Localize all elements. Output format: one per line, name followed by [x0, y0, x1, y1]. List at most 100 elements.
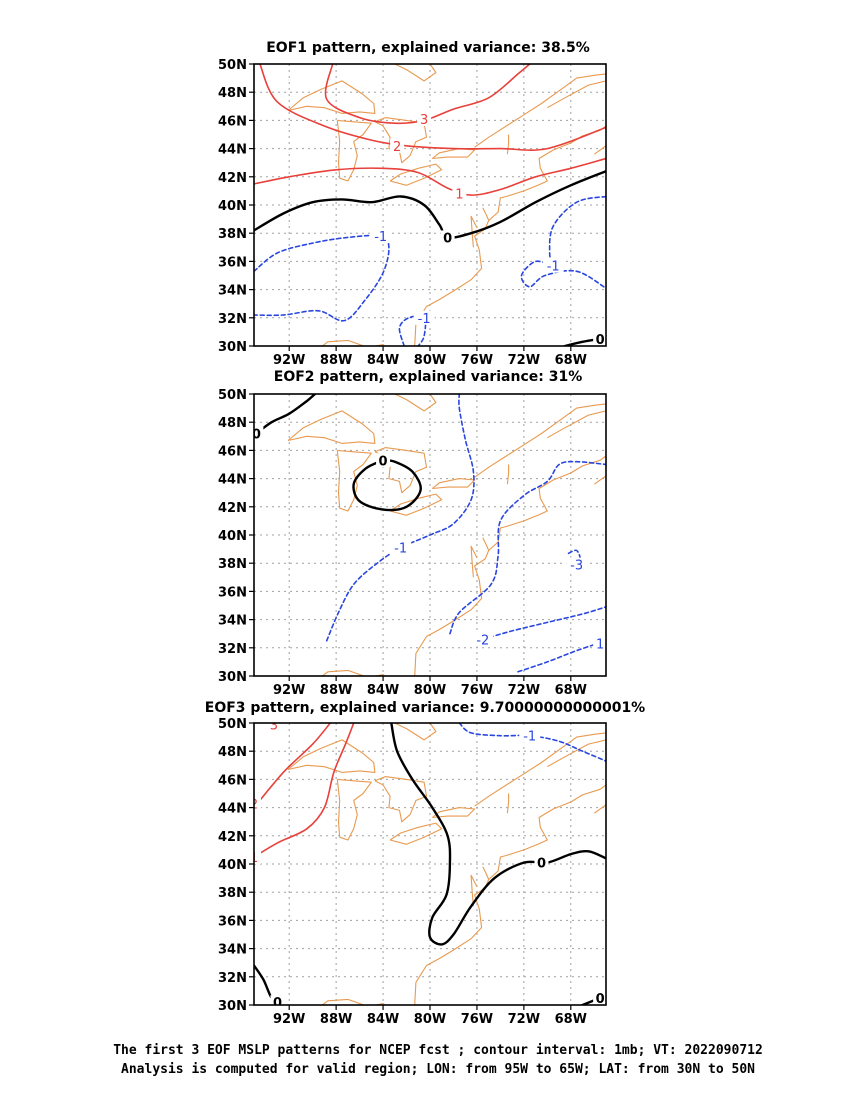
contour-label-bg — [254, 849, 261, 864]
y-tick-label: 42N — [218, 171, 247, 186]
contour-label: -1 — [374, 230, 387, 245]
contour-label-bg — [266, 723, 281, 732]
y-tick-label: 46N — [218, 114, 247, 129]
contour-label: 0 — [252, 427, 261, 442]
y-tick-label: 34N — [218, 614, 247, 629]
contour-line — [517, 640, 606, 673]
contour-label: -3 — [570, 559, 583, 574]
coastline-lake-huron — [374, 117, 428, 164]
caption-line-1: The first 3 EOF MSLP patterns for NCEP f… — [113, 1043, 763, 1058]
contour-label-bg — [534, 855, 549, 870]
y-tick-label: 42N — [218, 830, 247, 845]
coastline-chesapeake — [470, 874, 478, 907]
coastline-lake-michigan — [336, 119, 372, 182]
contour-line — [449, 460, 606, 635]
contour-label: -1 — [394, 542, 407, 557]
coastlines — [287, 64, 606, 346]
map-layers: 3 2 1 0 -1 -1 -1 0 — [254, 64, 606, 348]
y-tick-label: 40N — [218, 529, 247, 544]
y-tick-label: 36N — [218, 585, 247, 600]
x-tick-label: 92W — [273, 1012, 305, 1027]
y-tick-label: 50N — [218, 717, 247, 732]
contour-line — [254, 234, 390, 322]
x-tick-label: 72W — [508, 1012, 540, 1027]
axis-ticks: 92W 88W 84W 80W 76W 72W 68W 30N 32N 34N 36N 38N 40N 4… — [218, 717, 587, 1027]
coastline-shoreline — [321, 339, 386, 346]
x-tick-label: 76W — [461, 1012, 493, 1027]
coastline-lake-ontario — [431, 148, 476, 160]
contour-label: 0 — [596, 333, 605, 348]
coastlines — [287, 723, 606, 1005]
contour-labels: 3 2 1 0 -1 -1 -1 0 — [370, 111, 606, 348]
y-tick-label: 50N — [218, 388, 247, 403]
coastline-delaware — [482, 207, 490, 221]
coastline-st-lawrence-south — [547, 80, 606, 109]
x-tick-label: 76W — [461, 353, 493, 368]
contour-label-bg — [519, 728, 541, 743]
coastline-st-lawrence-south — [547, 410, 606, 439]
contour-label-bg — [593, 636, 606, 651]
coastline-hudson-bay-edge — [394, 723, 437, 741]
x-tick-label: 80W — [414, 1012, 446, 1027]
contour-label: 2 — [393, 140, 401, 155]
coastline-nova-scotia — [593, 793, 606, 814]
coastline-lake-champlain — [506, 464, 510, 485]
coastline-lake-ontario — [431, 478, 476, 490]
contour-label: 0 — [273, 996, 282, 1011]
contour-label-bg — [390, 138, 405, 153]
y-tick-label: 48N — [218, 86, 247, 101]
contour-label-bg — [452, 186, 467, 201]
axis-ticks: 92W 88W 84W 80W 76W 72W 68W 30N 32N 34N 36N 38N 40N 4… — [218, 58, 587, 368]
y-tick-label: 42N — [218, 501, 247, 516]
contour-line — [254, 723, 332, 809]
contours — [254, 64, 606, 346]
coastline-hudson-bay-edge — [394, 394, 437, 412]
coastline-st-lawrence — [474, 73, 606, 148]
y-tick-label: 48N — [218, 416, 247, 431]
contour-line — [254, 157, 606, 196]
coastline-nova-scotia — [593, 134, 606, 155]
coastline-st-lawrence — [474, 403, 606, 478]
contour-label-bg — [376, 453, 391, 468]
y-tick-label: 30N — [218, 340, 247, 355]
coastline-lake-champlain — [506, 134, 510, 155]
map-layers: 3 2 1 -1 0 0 0 — [254, 723, 606, 1011]
contour-label-bg — [593, 331, 606, 346]
coastline-atlantic — [414, 784, 606, 1005]
axis-ticks: 92W 88W 84W 80W 76W 72W 68W 30N 32N 34N 36N 38N 40N 4… — [218, 388, 587, 698]
coastline-st-lawrence — [474, 732, 606, 807]
y-tick-label: 32N — [218, 642, 247, 657]
coastline-atlantic — [414, 455, 606, 676]
contour-label: 0 — [537, 857, 546, 872]
coastline-lake-huron — [374, 447, 428, 494]
coastline-lake-superior — [287, 410, 376, 444]
x-tick-label: 72W — [508, 683, 540, 698]
contour-label-bg — [254, 796, 261, 811]
coastline-lake-erie — [389, 163, 443, 186]
coastlines — [287, 394, 606, 676]
contour-label-bg — [390, 540, 412, 555]
caption-line-2: Analysis is computed for valid region; L… — [121, 1062, 755, 1077]
x-tick-label: 72W — [508, 353, 540, 368]
contour-line — [352, 459, 422, 512]
x-tick-label: 88W — [320, 1012, 352, 1027]
contour-labels: 00-1-2-2-31 — [252, 426, 606, 653]
map-layers: 00-1-2-2-31 — [252, 394, 606, 676]
contour-label-bg — [417, 111, 432, 126]
contour-label-bg — [593, 990, 606, 1005]
y-tick-label: 36N — [218, 914, 247, 929]
eof1-panel: EOF1 pattern, explained variance: 38.5% … — [218, 40, 607, 368]
contour-label-bg — [370, 229, 392, 244]
x-tick-label: 80W — [414, 683, 446, 698]
coastline-shoreline — [321, 669, 386, 676]
contour-labels: 3 2 1 -1 0 0 0 — [254, 723, 606, 1011]
y-tick-label: 46N — [218, 773, 247, 788]
y-tick-label: 30N — [218, 999, 247, 1014]
coastline-delaware — [482, 866, 490, 880]
eof2-map: 00-1-2-2-3192W88W84W80W76W72W68W30N32N34… — [218, 388, 607, 698]
coastline-atlantic — [414, 125, 606, 346]
contour-line — [482, 606, 606, 641]
contour-line — [390, 723, 606, 946]
grid-lines — [254, 394, 606, 676]
x-tick-label: 76W — [461, 683, 493, 698]
